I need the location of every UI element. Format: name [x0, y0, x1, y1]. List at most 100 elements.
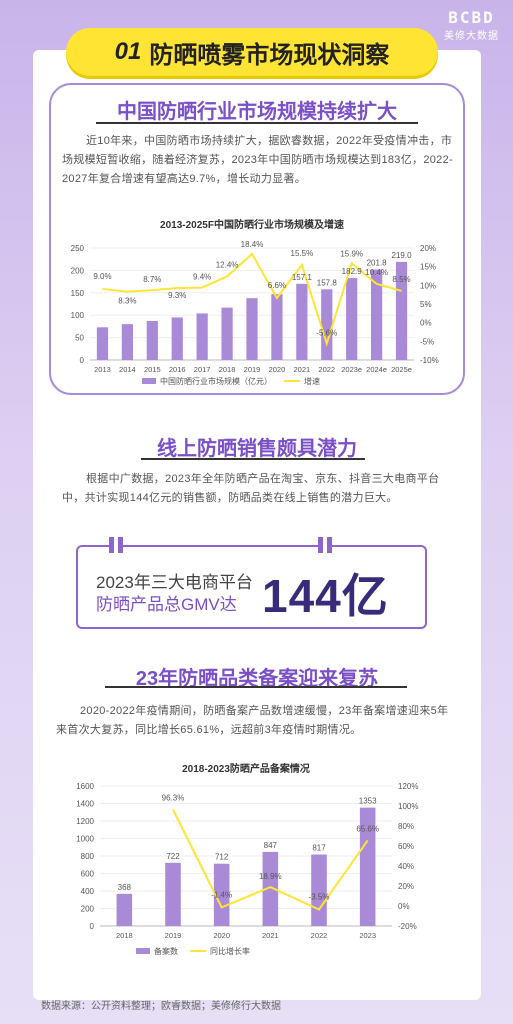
content-card — [33, 50, 481, 1000]
x-tick-label: 2017 — [194, 365, 211, 374]
page-title-number: 01 — [114, 38, 142, 65]
page-title-text: 防晒喷雾市场现状洞察 — [149, 41, 390, 69]
x-tick-label: 2019 — [165, 931, 182, 940]
y2-tick-label: 80% — [398, 822, 414, 831]
y-tick-label: 800 — [81, 852, 95, 861]
y2-tick-label: 100% — [398, 802, 418, 811]
y-tick-label: 0 — [90, 922, 95, 931]
y-tick-label: 1000 — [76, 835, 94, 844]
y2-tick-label: -10% — [420, 356, 439, 365]
bar — [196, 313, 208, 360]
bar — [146, 321, 158, 360]
y-tick-label: 100 — [71, 311, 85, 320]
section3-paragraph: 2020-2022年疫情期间，防晒备案产品数增速缓慢，23年备案增速迎来5年来首… — [56, 705, 449, 736]
growth-line — [102, 252, 402, 347]
bar-value-label: 157.8 — [317, 278, 338, 287]
growth-value-label: 8.7% — [143, 275, 161, 284]
bar — [395, 261, 408, 360]
section2-paragraph: 根据中广数据，2023年全年防晒产品在淘宝、京东、抖音三大电商平台中，共计实现1… — [62, 473, 440, 504]
y2-tick-label: 20% — [398, 882, 414, 891]
x-tick-label: 2021 — [262, 931, 279, 940]
y-tick-label: 50 — [75, 334, 84, 343]
growth-value-label: 9.0% — [93, 272, 111, 281]
data-source: 数据来源：公开资料整理；欧睿数据；美修修行大数据 — [41, 1001, 281, 1012]
y2-tick-label: 0% — [398, 902, 410, 911]
bar-value-label: 201.8 — [367, 259, 388, 268]
legend-label-line: 增速 — [304, 376, 320, 386]
growth-value-label: 18.4% — [241, 240, 264, 249]
bar-value-label: 817 — [312, 844, 326, 853]
bar-value-label: 157.1 — [292, 273, 313, 282]
x-tick-label: 2024e — [366, 365, 387, 374]
y2-tick-label: -5% — [420, 337, 434, 346]
gmv-line2: 防晒产品总GMV达 — [96, 595, 237, 614]
growth-line — [172, 809, 369, 911]
growth-value-label: 6.6% — [268, 281, 286, 290]
bar — [165, 862, 181, 926]
growth-value-label: 10.4% — [365, 268, 388, 277]
quote-mark-left — [109, 537, 123, 553]
gmv-line1: 2023年三大电商平台 — [96, 573, 253, 592]
growth-value-label: -3.5% — [309, 893, 330, 902]
gmv-highlight-box — [76, 545, 427, 629]
legend-label-line: 同比增长率 — [210, 946, 250, 956]
bar-value-label: 712 — [215, 853, 229, 862]
bar — [246, 298, 258, 360]
y2-tick-label: 40% — [398, 862, 414, 871]
page-title: 01 防晒喷雾市场现状洞察 — [66, 28, 438, 76]
x-tick-label: 2018 — [219, 365, 236, 374]
y-tick-label: 0 — [80, 356, 85, 365]
growth-value-label: 18.9% — [259, 872, 282, 881]
section1-title-underline — [96, 122, 418, 124]
growth-value-label: -1.4% — [211, 890, 232, 899]
x-tick-label: 2015 — [144, 365, 161, 374]
brand-name: 美修大数据 — [444, 31, 499, 42]
x-tick-label: 2016 — [169, 365, 186, 374]
section2-title-underline — [141, 458, 365, 460]
bar — [262, 851, 279, 926]
chart-title: 2013-2025F中国防晒行业市场规模及增速 — [160, 218, 344, 231]
y-tick-label: 200 — [71, 266, 85, 275]
bar — [213, 863, 230, 926]
bar-value-label: 219.0 — [392, 251, 413, 260]
y-tick-label: 400 — [81, 887, 95, 896]
y-tick-label: 200 — [81, 905, 95, 914]
y-tick-label: 1200 — [76, 817, 94, 826]
y-tick-label: 600 — [81, 870, 95, 879]
y2-tick-label: 5% — [420, 300, 432, 309]
growth-value-label: -5.6% — [316, 329, 337, 338]
bar-value-label: 722 — [166, 852, 180, 861]
y-tick-label: 1600 — [76, 782, 94, 791]
section3-title-underline — [105, 686, 407, 688]
bar-value-label: 368 — [118, 883, 132, 892]
bar — [346, 278, 358, 360]
bar — [121, 324, 133, 360]
y2-tick-label: 20% — [420, 244, 436, 253]
growth-value-label: 65.6% — [356, 824, 379, 833]
growth-value-label: 9.3% — [168, 291, 186, 300]
growth-value-label: 9.4% — [193, 273, 211, 282]
growth-value-label: 8.3% — [118, 297, 136, 306]
market-size-chart: 2013-2025F中国防晒行业市场规模及增速 0 50 100 150 200 250 -1… — [71, 218, 439, 386]
x-tick-label: 2022 — [311, 931, 328, 940]
gmv-value: 144亿 — [262, 570, 389, 622]
bar — [271, 294, 283, 360]
y-tick-label: 150 — [71, 289, 85, 298]
x-tick-label: 2021 — [294, 365, 311, 374]
y-tick-label: 1400 — [76, 800, 94, 809]
x-tick-label: 2020 — [269, 365, 286, 374]
x-tick-label: 2025e — [391, 365, 412, 374]
growth-value-label: 15.5% — [291, 249, 314, 258]
y-tick-label: 250 — [71, 244, 85, 253]
growth-value-label: 12.4% — [216, 260, 239, 269]
section1-frame — [49, 83, 465, 395]
legend-swatch-bar — [136, 948, 150, 954]
quote-mark-right — [318, 537, 332, 553]
y2-tick-label: 10% — [420, 281, 436, 290]
bar — [321, 289, 333, 360]
x-tick-label: 2013 — [94, 365, 111, 374]
y2-tick-label: 120% — [398, 782, 418, 791]
bar — [359, 807, 376, 926]
bar — [296, 283, 308, 360]
filing-count-chart: 2018-2023防晒产品备案情况 0 200 400 600 800 1000 1200 14… — [76, 762, 418, 956]
